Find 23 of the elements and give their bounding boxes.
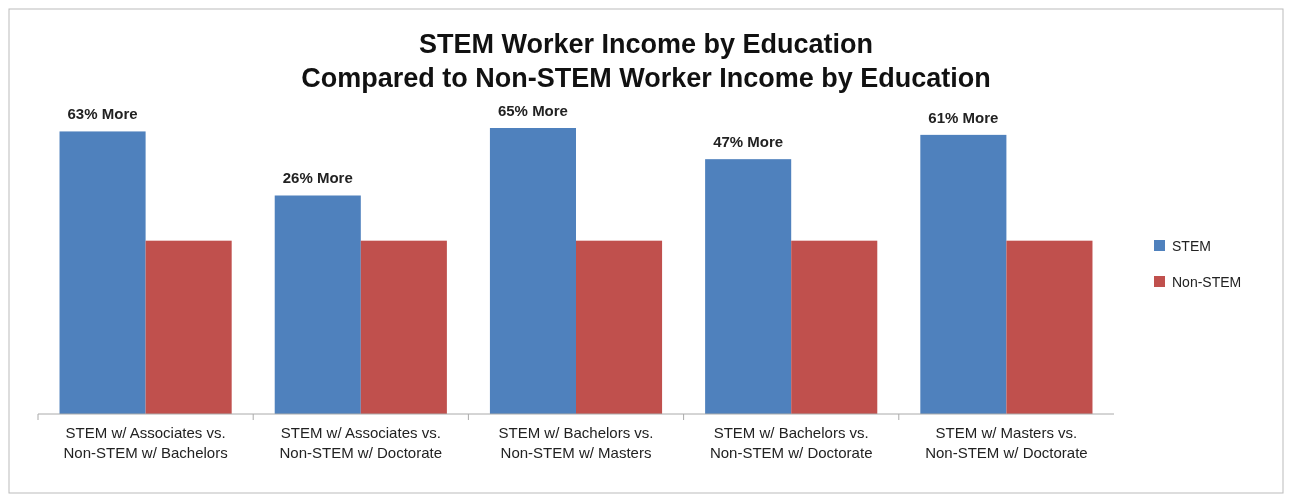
annotation: 61% More: [928, 108, 999, 126]
x-tick-label: STEM w/ Bachelors vs. Non-STEM w/ Doctorate: [709, 424, 873, 461]
bar: [145, 240, 232, 414]
annotation: 65% More: [497, 102, 568, 119]
x-tick-label: STEM w/ Masters vs. Non-STEM w/ Doctorate: [925, 424, 1088, 461]
legend-label: Non-STEM: [1172, 274, 1242, 290]
x-tick-label: STEM w/ Associates vs. Non-STEM w/ Bachelors: [63, 424, 228, 461]
bar: [576, 240, 663, 414]
annotation: 47% More: [713, 133, 784, 151]
bar: [360, 240, 447, 414]
bar: [791, 240, 878, 414]
bar: [274, 195, 361, 414]
x-tick-label: STEM w/ Associates vs. Non-STEM w/ Doctorate: [279, 424, 443, 461]
x-tick-label: STEM w/ Bachelors vs. Non-STEM w/ Masters: [498, 424, 654, 461]
bar: [489, 128, 576, 414]
bar: [1006, 240, 1093, 414]
bar: [705, 159, 792, 414]
bar: [59, 131, 146, 414]
chart-title: STEM Worker Income by Education Compared to Non-STEM Worker Income by Education: [301, 29, 991, 93]
legend-label: STEM: [1172, 238, 1211, 254]
annotation: 26% More: [282, 169, 353, 187]
annotation: 63% More: [67, 105, 138, 123]
bar: [920, 134, 1007, 414]
